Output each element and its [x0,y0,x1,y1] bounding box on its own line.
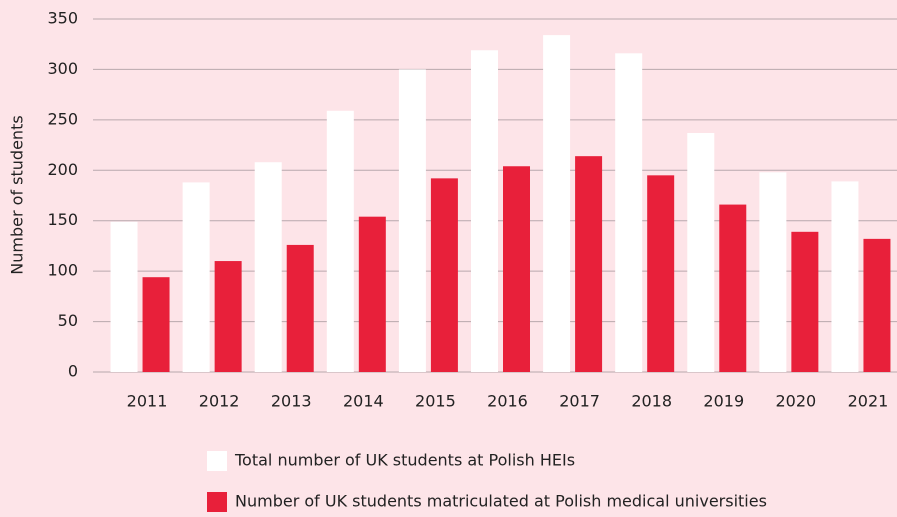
y-tick-label: 50 [58,311,78,330]
bar [575,156,603,372]
y-tick-label: 0 [68,362,78,381]
x-tick-label: 2016 [487,392,528,411]
x-tick-label: 2019 [703,392,744,411]
bar [214,261,242,372]
legend-label: Number of UK students matriculated at Po… [235,492,767,511]
y-tick-label: 250 [47,109,78,128]
y-tick-label: 300 [47,59,78,78]
x-tick-label: 2014 [343,392,384,411]
bar [110,221,138,372]
bar [719,204,747,372]
bar [182,182,210,372]
bar [543,35,571,372]
bar [471,50,498,372]
legend-label: Total number of UK students at Polish HE… [234,451,575,470]
y-tick-label: 350 [47,9,78,28]
bar [430,178,458,372]
legend-swatch [207,492,227,512]
x-tick-label: 2012 [199,392,240,411]
y-tick-label: 100 [47,261,78,280]
x-tick-label: 2020 [776,392,817,411]
x-tick-label: 2011 [127,392,168,411]
x-tick-label: 2018 [631,392,672,411]
bar [647,175,675,372]
bar [358,216,386,372]
bar [286,244,314,372]
x-tick-label: 2021 [848,392,889,411]
x-tick-label: 2015 [415,392,456,411]
y-axis-label: Number of students [8,115,27,274]
x-tick-label: 2017 [559,392,600,411]
bar [831,181,859,372]
bar [142,277,170,372]
y-tick-label: 200 [47,160,78,179]
legend-swatch [207,451,227,471]
y-tick-label: 150 [47,210,78,229]
bar [326,110,354,372]
bar [254,162,282,372]
bar [687,132,715,372]
bar [398,69,426,372]
bar [615,53,643,372]
x-tick-label: 2013 [271,392,312,411]
bar [791,231,819,372]
bar [759,172,787,372]
bar [503,166,530,372]
bar [863,238,891,372]
